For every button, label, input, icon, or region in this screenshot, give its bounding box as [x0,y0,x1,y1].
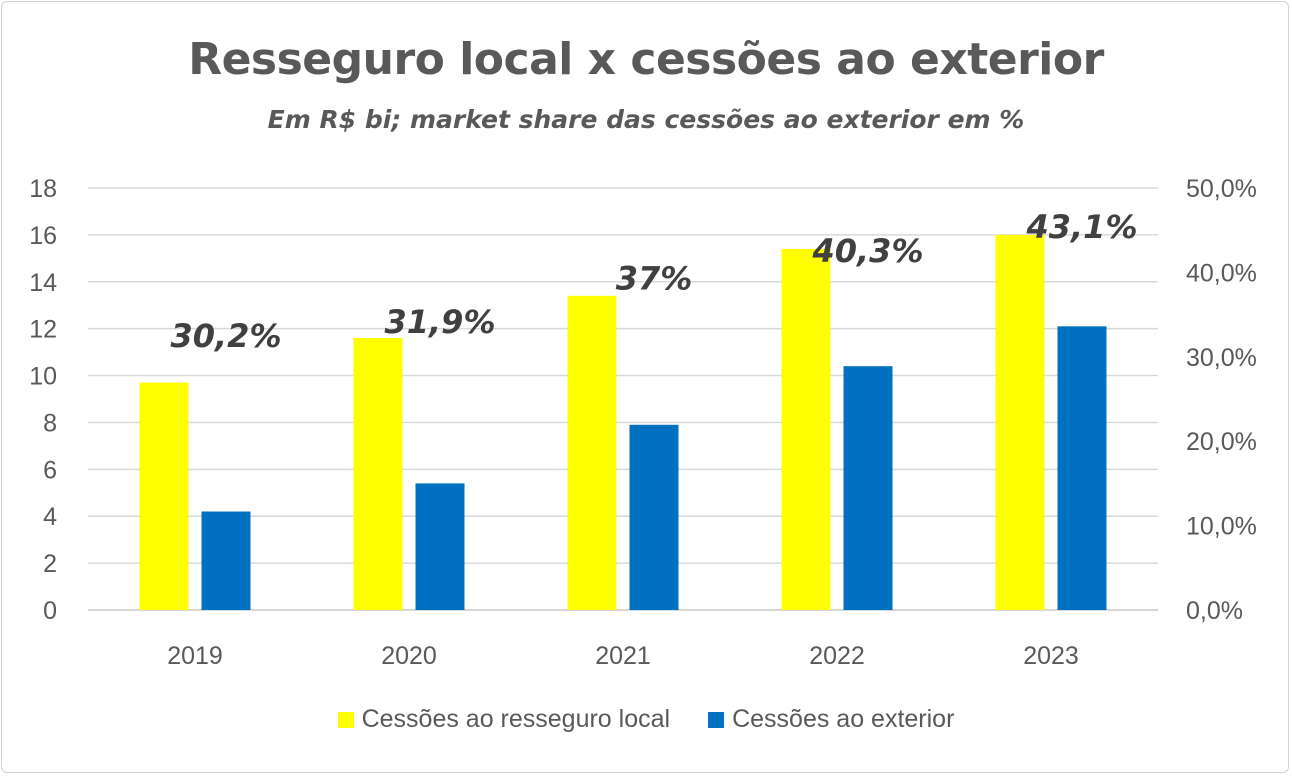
legend-item-local: Cessões ao resseguro local [337,705,671,734]
market-share-label-2022: 40,3% [811,232,923,270]
x-tick-label: 2020 [381,642,437,670]
x-tick-label: 2022 [809,642,865,670]
bar-local-2021 [567,295,617,610]
bar-local-2020 [353,338,403,610]
y-right-tick-label: 10,0% [1186,513,1257,541]
y-left-tick-label: 2 [43,550,57,578]
legend-label-local: Cessões ao resseguro local [361,705,671,733]
legend-swatch-local [337,711,354,728]
y-right-tick-label: 20,0% [1186,428,1257,456]
y-left-tick-label: 10 [29,363,57,391]
y-right-tick-label: 40,0% [1186,259,1257,287]
x-tick-label: 2019 [167,642,223,670]
bar-exterior-2020 [415,483,465,610]
chart-title: Resseguro local x cessões ao exterior [188,34,1104,85]
y-left-tick-label: 16 [29,222,57,250]
bar-exterior-2023 [1057,326,1107,610]
bar-exterior-2019 [201,511,251,610]
legend: Cessões ao resseguro local Cessões ao ex… [0,705,1292,734]
market-share-label-2019: 30,2% [170,317,281,355]
y-left-tick-label: 4 [43,503,57,531]
chart-subtitle: Em R$ bi; market share das cessões ao ex… [267,105,1025,134]
market-share-label-2021: 37% [616,260,693,298]
market-share-label-2020: 31,9% [384,303,495,341]
legend-swatch-exterior [708,711,725,728]
bar-exterior-2022 [843,366,893,610]
y-left-tick-label: 8 [43,409,57,437]
market-share-label-2023: 43,1% [1025,208,1137,246]
x-tick-label: 2023 [1023,642,1079,670]
bar-local-2019 [139,382,189,610]
bar-exterior-2021 [629,424,679,610]
bar-local-2023 [995,234,1045,610]
bar-local-2022 [781,248,831,610]
y-right-tick-label: 30,0% [1186,344,1257,372]
y-left-tick-label: 14 [29,269,57,297]
legend-label-exterior: Cessões ao exterior [732,705,955,733]
x-tick-label: 2021 [595,642,651,670]
y-right-tick-label: 0,0% [1186,597,1243,625]
y-left-tick-label: 0 [43,597,57,625]
y-left-tick-label: 6 [43,456,57,484]
y-left-tick-label: 18 [29,175,57,203]
y-right-tick-label: 50,0% [1186,175,1257,203]
y-left-tick-label: 12 [29,316,57,344]
legend-item-exterior: Cessões ao exterior [708,705,954,734]
